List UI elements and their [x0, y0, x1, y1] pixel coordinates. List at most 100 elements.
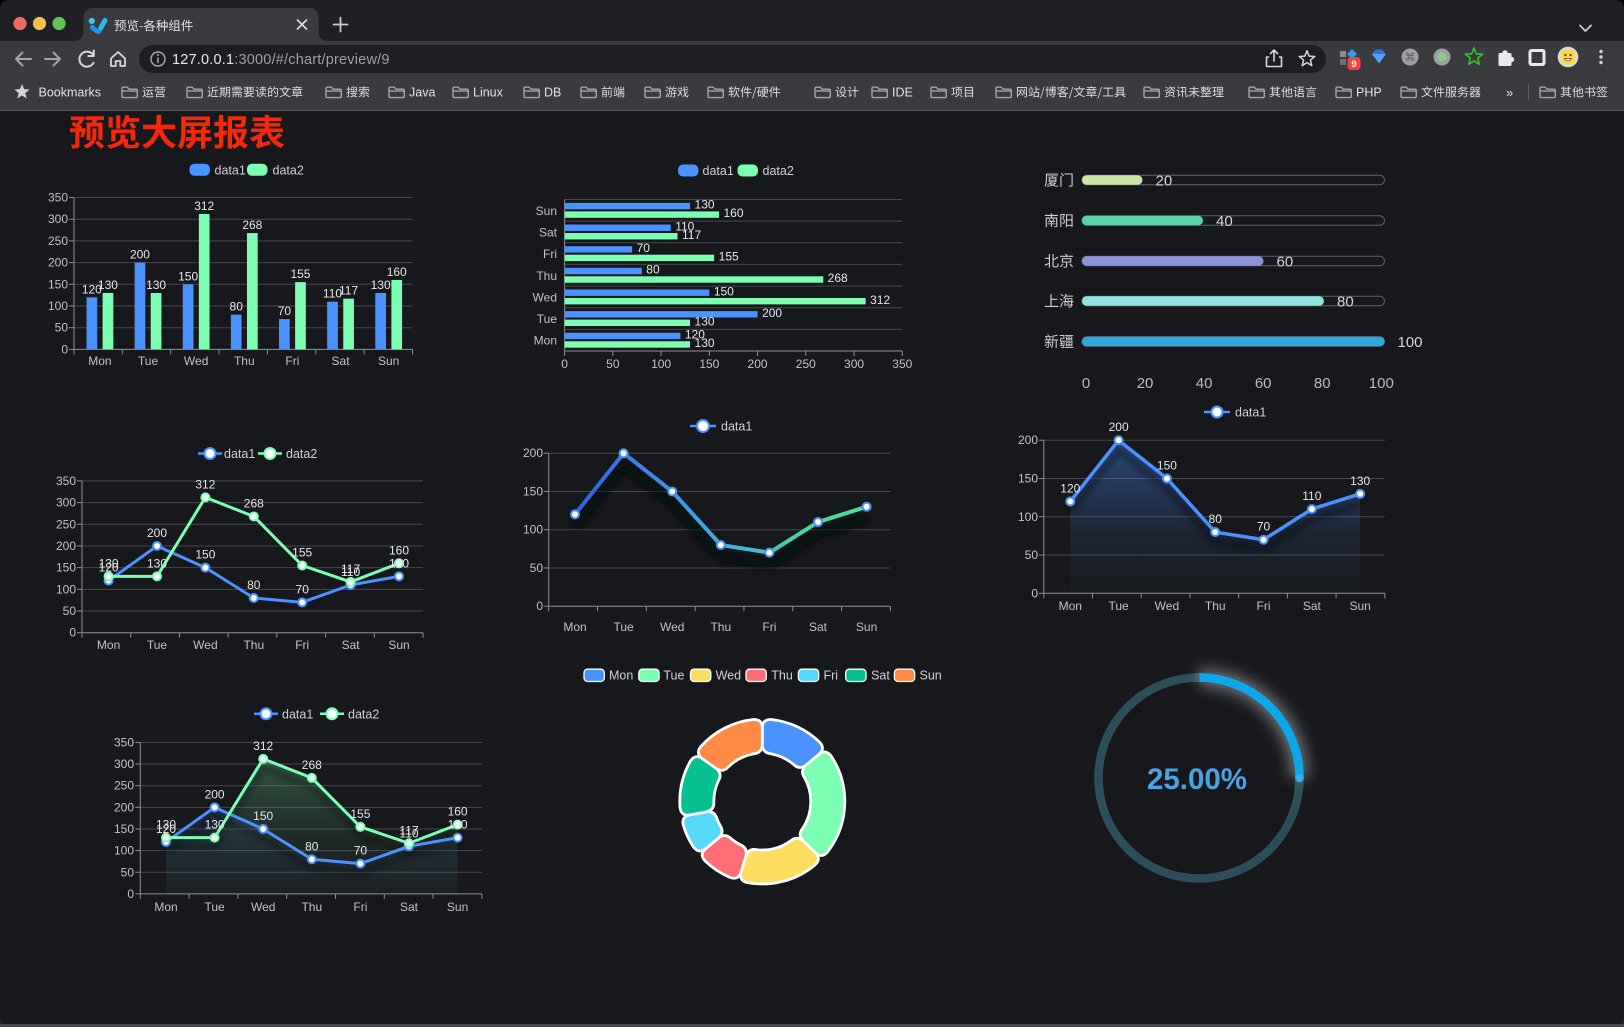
svg-text:Sun: Sun: [378, 354, 399, 368]
svg-text:Wed: Wed: [184, 354, 208, 368]
svg-text:130: 130: [371, 278, 391, 292]
svg-text:data1: data1: [721, 420, 752, 434]
svg-text:Thu: Thu: [243, 638, 264, 652]
svg-text:130: 130: [205, 818, 225, 832]
svg-text:Mon: Mon: [534, 334, 557, 348]
svg-text:Fri: Fri: [285, 354, 299, 368]
svg-text:Wed: Wed: [1155, 599, 1179, 613]
svg-text:160: 160: [387, 265, 407, 279]
svg-text:155: 155: [350, 807, 370, 821]
svg-text:Sat: Sat: [400, 900, 419, 914]
svg-text:110: 110: [1302, 489, 1321, 503]
svg-text:Mon: Mon: [154, 900, 177, 914]
svg-text:Thu: Thu: [710, 620, 731, 634]
svg-text:Sun: Sun: [920, 669, 942, 683]
svg-text:130: 130: [146, 278, 166, 292]
svg-text:40: 40: [1216, 213, 1233, 230]
svg-text:0: 0: [69, 626, 76, 640]
svg-text:150: 150: [56, 561, 76, 575]
svg-text:130: 130: [156, 818, 176, 832]
svg-text:80: 80: [230, 300, 244, 314]
svg-text:Sat: Sat: [332, 354, 351, 368]
svg-text:150: 150: [523, 484, 543, 498]
svg-text:200: 200: [1109, 420, 1129, 434]
svg-text:data2: data2: [348, 707, 379, 721]
svg-text:110: 110: [675, 219, 694, 233]
svg-text:Mon: Mon: [609, 669, 633, 683]
svg-text:312: 312: [195, 477, 215, 491]
svg-text:data1: data1: [1235, 406, 1266, 420]
svg-text:Sat: Sat: [809, 620, 828, 634]
svg-text:80: 80: [1337, 294, 1354, 311]
svg-text:70: 70: [637, 241, 651, 255]
svg-text:Mon: Mon: [88, 354, 111, 368]
svg-text:80: 80: [646, 263, 660, 277]
svg-text:200: 200: [1018, 433, 1038, 447]
svg-text:data1: data1: [224, 447, 255, 461]
svg-text:268: 268: [244, 496, 264, 510]
svg-text:Sat: Sat: [871, 669, 890, 683]
svg-text:Sun: Sun: [536, 204, 557, 218]
svg-text:0: 0: [1031, 586, 1038, 600]
svg-text:120: 120: [685, 328, 705, 342]
svg-text:110: 110: [323, 287, 342, 301]
svg-text:120: 120: [1060, 481, 1080, 495]
svg-text:9: 9: [1351, 59, 1356, 70]
svg-text:155: 155: [292, 545, 312, 559]
svg-text:Java: Java: [409, 86, 435, 100]
svg-text:100: 100: [651, 357, 671, 371]
svg-text:Wed: Wed: [716, 669, 742, 683]
svg-text:Thu: Thu: [771, 669, 793, 683]
svg-text:312: 312: [253, 739, 273, 753]
svg-text:110: 110: [399, 826, 418, 840]
svg-text:⌘: ⌘: [1405, 52, 1416, 64]
svg-text:Fri: Fri: [824, 669, 839, 683]
svg-text:120: 120: [99, 561, 119, 575]
svg-text:300: 300: [48, 212, 68, 226]
svg-text:150: 150: [114, 822, 134, 836]
svg-text:Wed: Wed: [660, 620, 684, 634]
svg-text:250: 250: [114, 779, 134, 793]
svg-text:Sun: Sun: [388, 638, 409, 652]
svg-text:80: 80: [1209, 512, 1223, 526]
svg-text:20: 20: [1156, 173, 1173, 190]
svg-text:70: 70: [354, 844, 368, 858]
svg-text:250: 250: [796, 357, 816, 371]
svg-text:Sat: Sat: [1303, 599, 1322, 613]
svg-text:Tue: Tue: [1108, 599, 1129, 613]
svg-text:Wed: Wed: [533, 290, 557, 304]
svg-text:312: 312: [194, 199, 214, 213]
svg-text:data2: data2: [286, 447, 317, 461]
svg-text:150: 150: [253, 809, 273, 823]
svg-text:100: 100: [48, 299, 68, 313]
svg-text:100: 100: [114, 844, 134, 858]
svg-text:100: 100: [1369, 375, 1394, 392]
svg-text:Sun: Sun: [1349, 599, 1370, 613]
svg-text:Wed: Wed: [193, 638, 217, 652]
svg-text:0: 0: [536, 599, 543, 613]
svg-text:200: 200: [48, 256, 68, 270]
svg-text:120: 120: [82, 282, 102, 296]
svg-text:130: 130: [98, 278, 118, 292]
svg-text:160: 160: [389, 543, 409, 557]
svg-text:50: 50: [55, 321, 69, 335]
svg-text:data1: data1: [215, 163, 246, 177]
svg-text:200: 200: [147, 526, 167, 540]
svg-text:70: 70: [278, 304, 292, 318]
svg-text:Thu: Thu: [234, 354, 255, 368]
svg-text:Tue: Tue: [663, 669, 684, 683]
svg-text:Mon: Mon: [563, 620, 586, 634]
svg-text:Tue: Tue: [138, 354, 159, 368]
svg-text:312: 312: [870, 293, 890, 307]
svg-text:data2: data2: [273, 163, 304, 177]
svg-text:160: 160: [723, 206, 743, 220]
svg-text:DB: DB: [544, 86, 561, 100]
svg-text:130: 130: [1350, 474, 1370, 488]
svg-text:Fri: Fri: [1257, 599, 1271, 613]
svg-text:130: 130: [147, 556, 167, 570]
svg-text:130: 130: [695, 198, 715, 212]
svg-text:150: 150: [1018, 471, 1038, 485]
svg-text:Fri: Fri: [353, 900, 367, 914]
svg-text:130: 130: [695, 336, 715, 350]
svg-text:117: 117: [682, 228, 701, 242]
